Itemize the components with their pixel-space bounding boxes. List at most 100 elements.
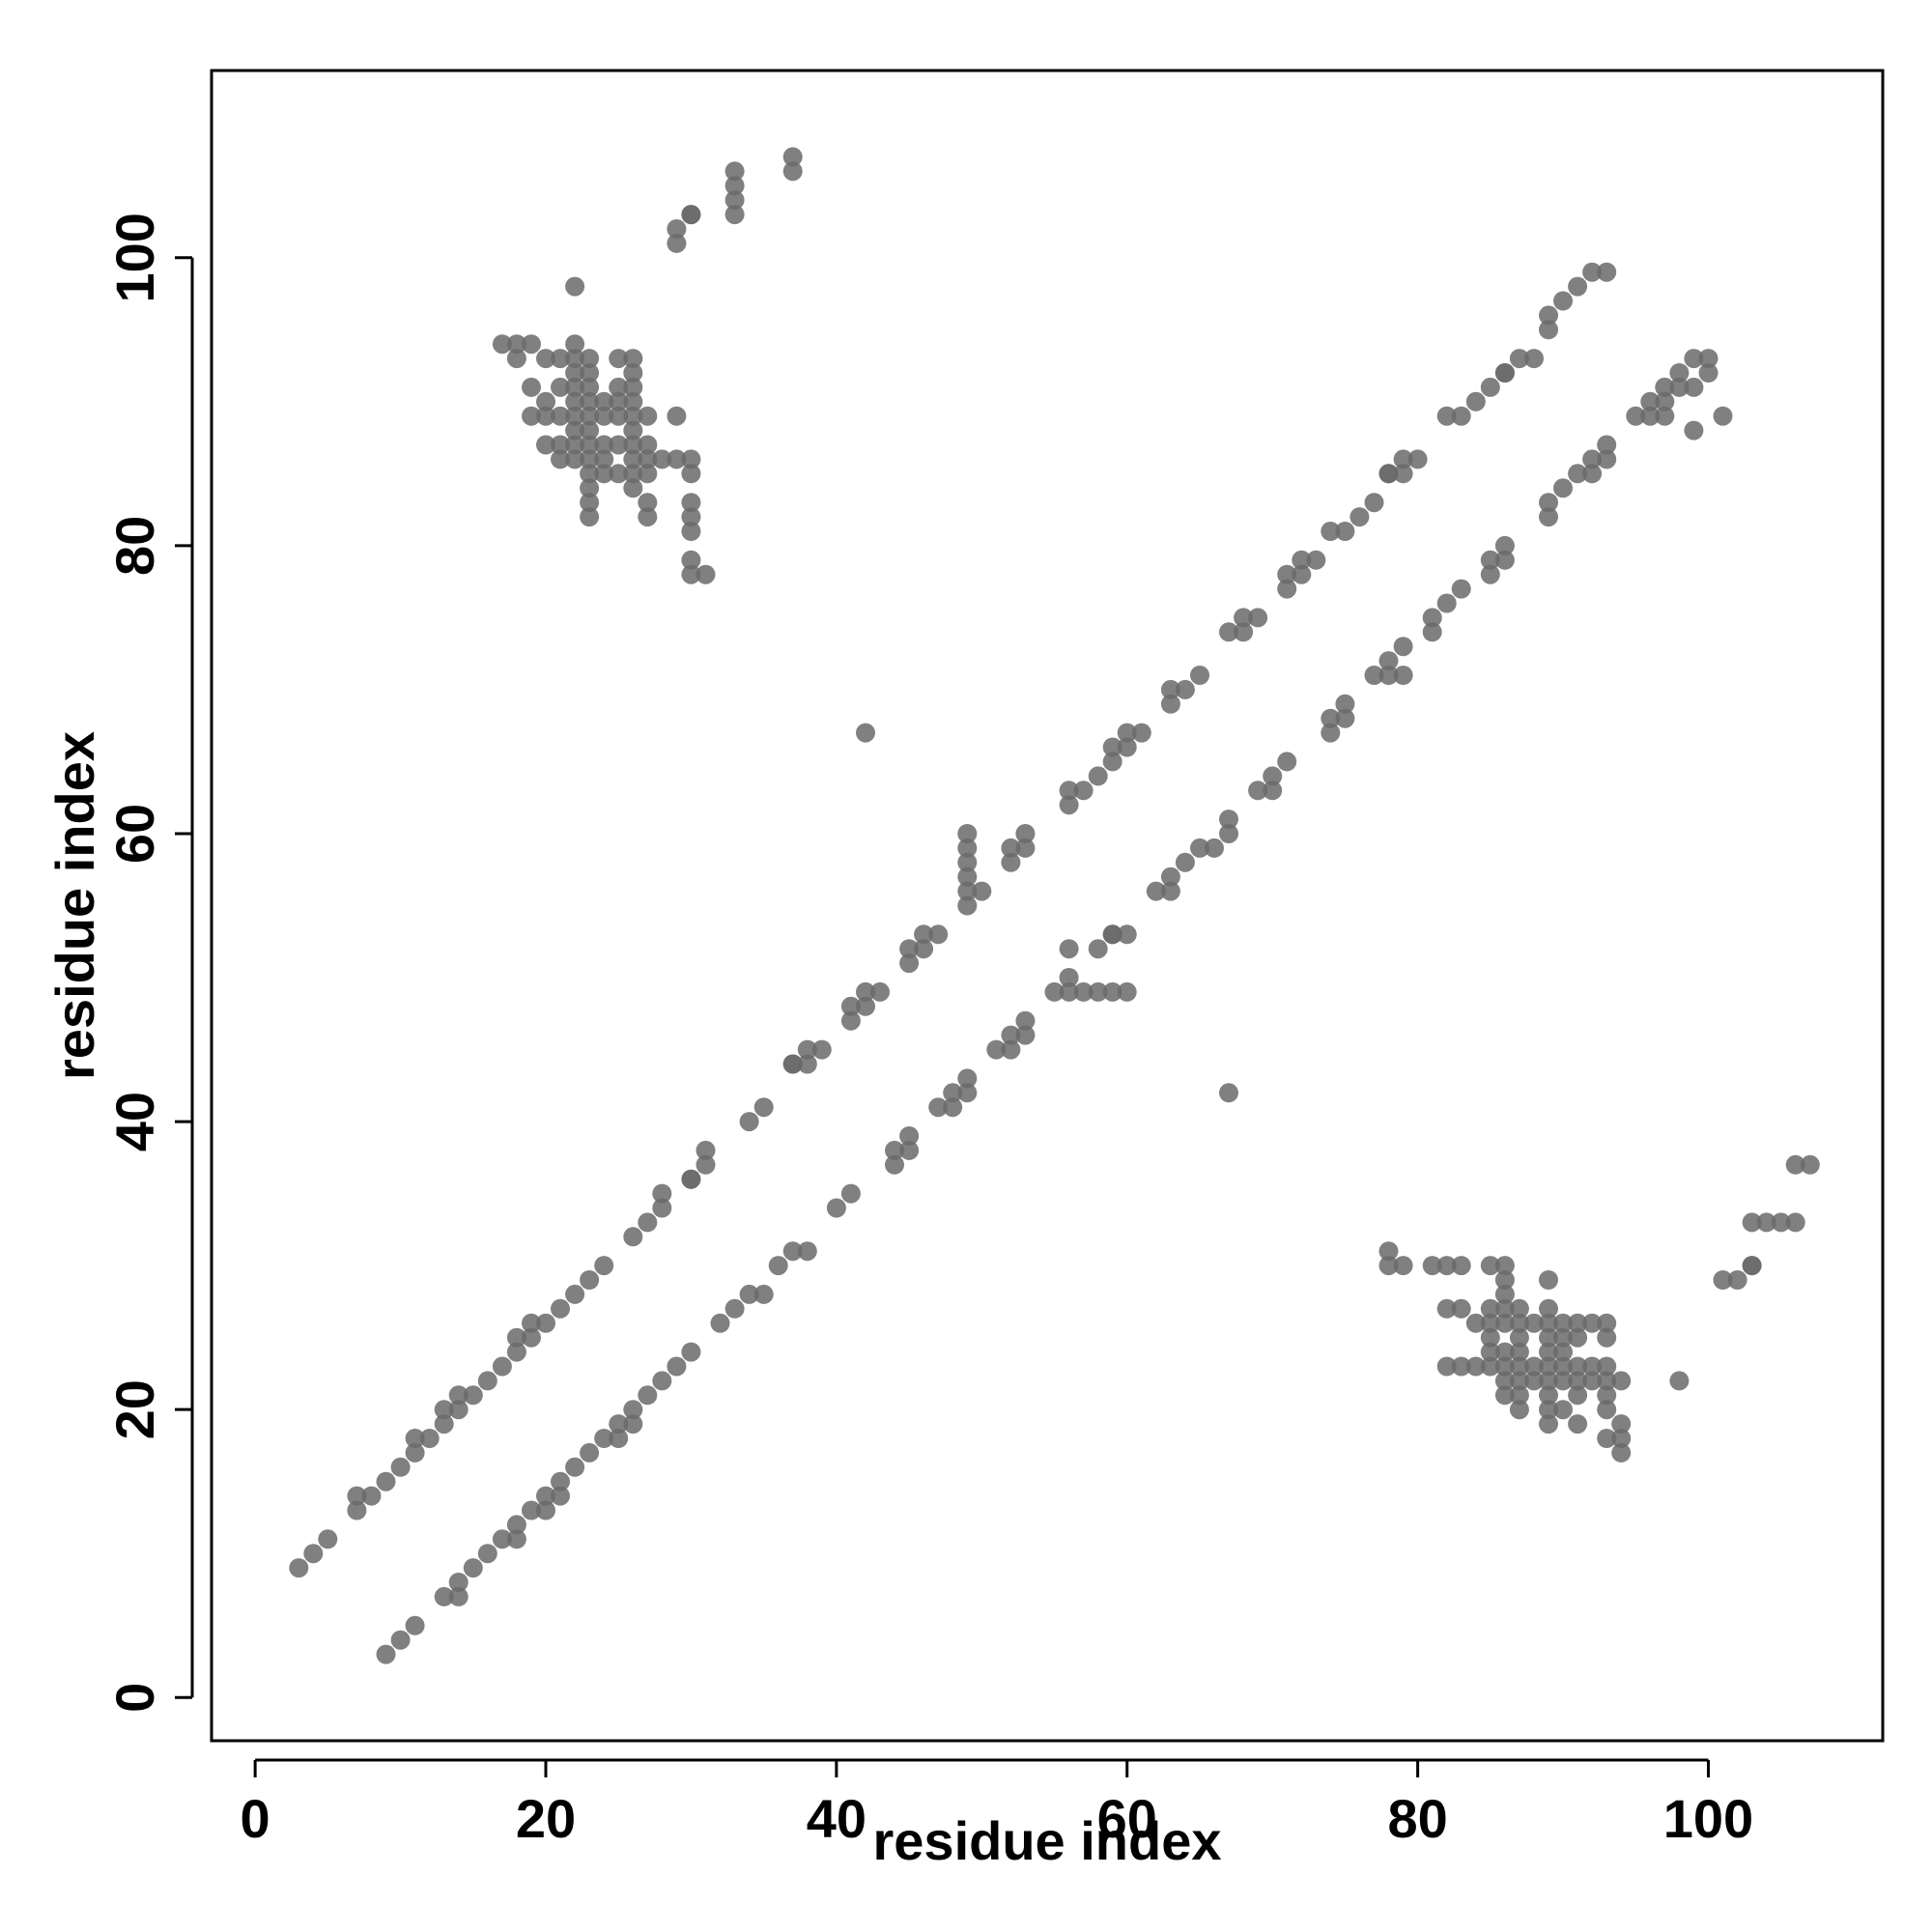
data-point (1436, 1298, 1457, 1319)
y-tick-label: 0 (104, 1683, 165, 1713)
data-point (1524, 1313, 1544, 1333)
data-point (1436, 593, 1457, 613)
data-point (1539, 493, 1558, 513)
data-point (1684, 420, 1704, 440)
data-point (551, 449, 570, 469)
data-point (638, 449, 658, 469)
data-point (652, 1183, 672, 1204)
data-point (536, 1486, 555, 1506)
data-point (434, 1400, 454, 1420)
data-point (928, 1097, 949, 1118)
data-point (1102, 924, 1122, 945)
data-point (448, 1385, 469, 1406)
data-point (1436, 1356, 1457, 1377)
data-point (1597, 449, 1617, 469)
data-point (623, 391, 643, 412)
data-point (580, 449, 600, 469)
data-point (1509, 1356, 1529, 1377)
data-point (1102, 737, 1122, 757)
points-layer (289, 147, 1820, 1664)
data-point (1480, 1298, 1500, 1319)
data-point (1539, 1327, 1558, 1348)
data-point (1655, 391, 1675, 412)
data-point (609, 435, 629, 455)
data-point (594, 391, 614, 412)
data-point (594, 449, 614, 469)
data-point (1539, 1313, 1558, 1333)
data-point (1117, 924, 1137, 945)
data-point (623, 1414, 643, 1435)
data-point (551, 349, 570, 369)
data-point (565, 391, 585, 412)
data-point (1436, 1256, 1457, 1276)
data-point (667, 406, 687, 426)
data-point (1205, 838, 1224, 858)
data-point (347, 1486, 367, 1506)
data-point (1088, 939, 1108, 959)
data-point (492, 334, 512, 355)
data-point (522, 1500, 541, 1520)
data-point (463, 1385, 483, 1406)
data-point (753, 1284, 774, 1304)
data-point (1292, 550, 1312, 570)
data-point (1335, 708, 1355, 728)
data-point (1494, 363, 1515, 383)
data-point (1597, 1313, 1617, 1333)
data-point (1088, 981, 1108, 1002)
data-point (594, 1429, 614, 1448)
data-point (1335, 522, 1355, 541)
data-point (1378, 1256, 1399, 1276)
data-point (1509, 1342, 1529, 1362)
data-point (811, 1039, 832, 1060)
data-point (1073, 781, 1094, 801)
data-point (1102, 981, 1122, 1002)
data-point (1684, 377, 1704, 397)
data-point (1539, 320, 1558, 340)
data-point (448, 1400, 469, 1420)
data-point (1146, 881, 1166, 901)
data-point (681, 449, 701, 469)
data-point (899, 953, 920, 974)
data-point (652, 449, 672, 469)
data-point (551, 1471, 570, 1492)
data-point (638, 1212, 658, 1233)
data-point (1117, 981, 1137, 1002)
data-point (1015, 1010, 1036, 1031)
data-point (434, 1414, 454, 1435)
data-point (957, 1083, 978, 1103)
data-point (1539, 1385, 1558, 1406)
data-point (1480, 550, 1500, 570)
y-tick-label: 40 (104, 1092, 165, 1151)
data-point (1480, 1256, 1500, 1276)
data-point (506, 349, 526, 369)
data-point (1263, 781, 1283, 801)
data-point (681, 205, 701, 225)
data-point (405, 1429, 425, 1448)
data-point (928, 924, 949, 945)
data-point (623, 478, 643, 498)
data-point (885, 1140, 904, 1160)
data-point (768, 1256, 788, 1276)
data-point (899, 939, 920, 959)
data-point (885, 1154, 904, 1175)
data-point (506, 1515, 526, 1535)
data-point (1539, 1414, 1558, 1435)
data-point (1277, 752, 1297, 772)
data-point (565, 1457, 585, 1477)
data-point (522, 377, 541, 397)
data-point (623, 406, 643, 426)
data-point (1465, 1313, 1486, 1333)
data-point (1160, 679, 1180, 699)
data-point (580, 1270, 600, 1290)
data-point (1001, 1025, 1021, 1045)
data-point (506, 334, 526, 355)
data-point (565, 276, 585, 297)
data-point (1727, 1270, 1747, 1290)
data-point (1539, 1400, 1558, 1420)
data-point (609, 1414, 629, 1435)
data-point (1001, 852, 1021, 872)
data-point (840, 1010, 861, 1031)
data-point (1756, 1212, 1776, 1233)
data-point (1059, 795, 1079, 815)
